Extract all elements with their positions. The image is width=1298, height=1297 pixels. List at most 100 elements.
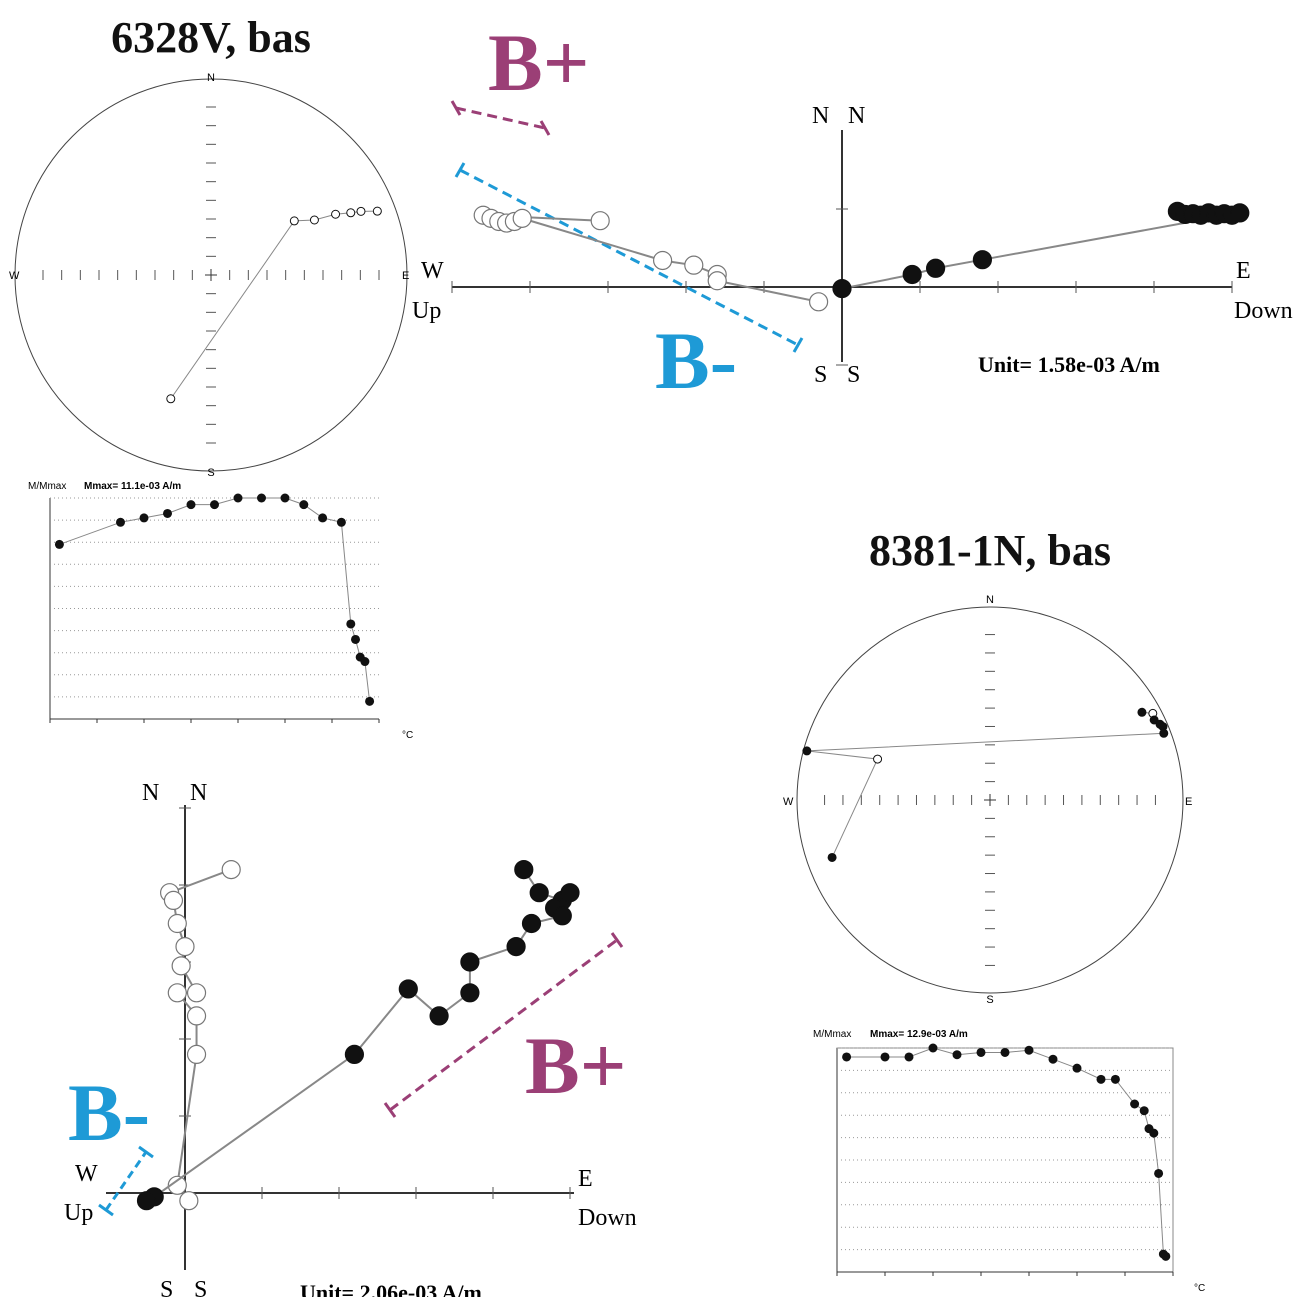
demag-point [1048,1054,1058,1064]
component-bplus-label: B+ [488,17,589,108]
compass2-south: S [986,994,993,1006]
demag-point [1072,1063,1082,1073]
demag-point [336,517,346,527]
zijd-horizontal-point [1230,203,1250,223]
demag-point [1161,1251,1171,1261]
zijd-axis-n2: N [848,103,865,129]
zijd-horizontal-point [529,883,549,903]
chart-title-8381-1n: 8381-1N, bas [869,526,1111,575]
zijd-axis-n: N [812,103,829,129]
demag-point [163,508,172,518]
demag-point [1139,1106,1149,1116]
zijd-vertical-point [221,859,241,880]
demag-series [54,493,375,706]
zijd-vertical-point [171,956,191,976]
zijd-vertical-point [186,1006,207,1026]
stereonet-tick-marks [42,106,380,444]
demag-point [365,696,375,706]
bplus-bracket-2 [383,932,624,1118]
demag-point [360,657,370,667]
zijd-horizontal-point [460,952,480,972]
demag2-xunit: °C [1194,1283,1205,1294]
stereo-point [873,754,883,764]
demag-point [210,500,219,510]
zijd2-axis-n: N [142,780,159,806]
zijd-tick-marks [451,208,1233,366]
demag-point [280,493,290,503]
stereo-point [289,216,299,226]
stereonet2-primitive-circle [796,606,1184,994]
stereo-point [1159,728,1169,738]
demag-line [59,497,371,702]
demag-point [928,1043,938,1053]
zijd-horizontal-point [398,979,418,999]
zijd-horizontal-point [972,250,993,270]
zijd2-axis-down: Down [578,1205,637,1231]
stereo-point [802,746,812,756]
demag-point [233,493,243,503]
bminus-bracket [454,162,804,353]
zijd-horizontal-point [552,906,572,926]
demag-point [54,539,64,549]
stereonet-primitive-circle [14,78,408,472]
compass-west: W [9,270,20,282]
demag-mmax: Mmax= 11.1e-03 A/m [84,481,181,492]
zijd2-axis-n2: N [190,780,207,806]
demag-point [186,500,196,510]
demag-point [139,513,149,523]
zijd-axis-e: E [1236,258,1251,284]
zijd-data-points [473,201,1250,312]
demag-point [257,493,266,503]
demag-point [952,1050,962,1060]
stereonet-8381-1n: 8381-1N, bas N S W E [783,526,1192,1006]
stereo-point [166,394,176,404]
demag-curve-6328v: M/Mmax Mmax= 11.1e-03 A/m °C [28,481,413,741]
zijd2-axis-w: W [75,1161,98,1187]
zijderveld-8381-1n: N N S S W Up E Down Unit= 2.06e-03 A/m B… [64,780,637,1297]
stereo-point [309,215,319,225]
demag-curve-8381-1n: M/Mmax Mmax= 12.9e-03 A/m °C [813,1029,1205,1294]
zijd-horizontal-point [506,936,526,957]
zijd-horizontal-point [460,983,480,1003]
zijd-horizontal-point [560,883,580,903]
demag2-series [842,1043,1171,1261]
zijd-horizontal-path [841,210,1241,290]
demag-point [904,1052,914,1062]
zijd-axis-s2: S [847,362,860,388]
demag-point [1000,1047,1010,1057]
zijd-horizontal-point [902,264,922,285]
zijderveld-6328v: N N S S W Up E Down Unit= 1.58e-03 A/m B… [412,17,1293,406]
demag-xunit: °C [402,730,413,741]
compass-north: N [207,72,215,84]
component2-bminus-label: B- [68,1067,150,1158]
demag-grid [49,497,380,723]
zijd-vertical-point [808,292,829,312]
zijd-horizontal-point [136,1191,157,1211]
zijd2-axis-s2: S [194,1277,207,1297]
compass-east: E [402,270,409,282]
zijd-vertical-point [167,1175,187,1195]
bminus-bracket-2 [98,1145,154,1217]
zijd-horizontal-point [521,913,542,934]
stereo-point [1137,707,1147,717]
demag-point [1096,1074,1106,1084]
zijd-horizontal-point [832,278,852,299]
component2-bplus-label: B+ [525,1020,626,1111]
zijd-vertical-point [179,1191,199,1211]
demag-point [1110,1074,1120,1084]
zijd-horizontal-point [429,1006,449,1026]
zijd-vertical-point [175,936,195,957]
chart-title-6328v: 6328V, bas [111,13,311,62]
zijd2-axis-s: S [160,1277,173,1297]
zijd-axis-down: Down [1234,298,1293,324]
zijd-vertical-point [186,1044,207,1065]
zijd-vertical-point [167,913,187,934]
stereo-point [356,206,366,216]
demag-point [1154,1168,1164,1178]
zijd-axis-w: W [421,258,444,284]
stereonet2-tick-marks [824,634,1156,966]
zijd-vertical-point [167,983,187,1003]
zijd-horizontal-point [925,258,946,278]
zijd2-unit-label: Unit= 2.06e-03 A/m [300,1280,482,1297]
